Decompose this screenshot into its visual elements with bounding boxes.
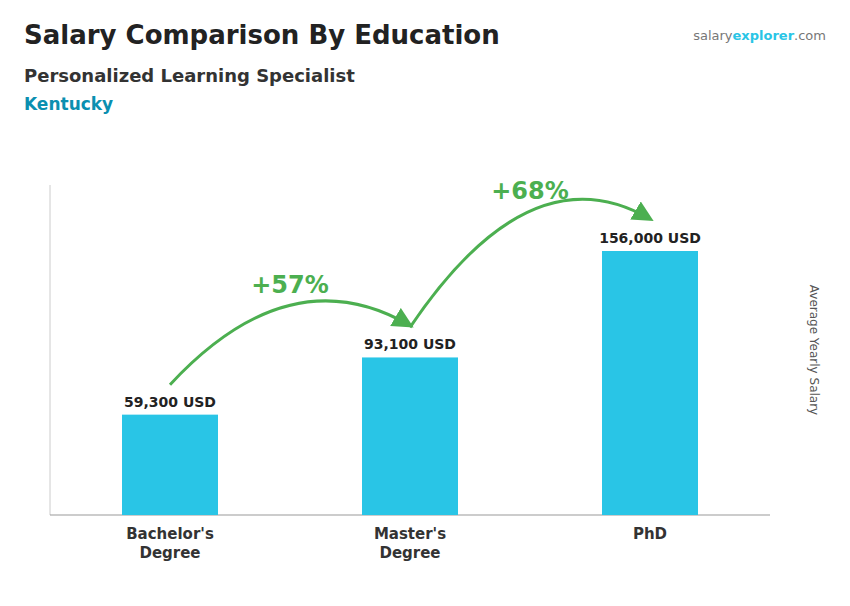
category-label: PhD xyxy=(633,525,667,543)
category-label: Bachelor'sDegree xyxy=(126,525,214,562)
category-line: Bachelor's xyxy=(126,525,214,543)
bar xyxy=(602,251,698,515)
source-part: .com xyxy=(794,28,826,43)
subtitle: Personalized Learning Specialist xyxy=(24,65,355,86)
change-arrow xyxy=(170,301,410,385)
category-label: Master'sDegree xyxy=(374,525,446,562)
location: Kentucky xyxy=(24,94,113,114)
category-line: Degree xyxy=(139,544,200,562)
change-label: +57% xyxy=(251,271,329,299)
category-line: Degree xyxy=(379,544,440,562)
source-part: salary xyxy=(693,28,733,43)
y-axis-line xyxy=(50,185,51,515)
data-label: 59,300 USD xyxy=(124,394,216,410)
bar xyxy=(362,357,458,515)
change-label: +68% xyxy=(491,177,569,205)
source-part: explorer xyxy=(733,28,795,43)
change-arrow xyxy=(410,199,650,327)
bar xyxy=(122,415,218,515)
source: salaryexplorer.com xyxy=(693,28,826,43)
y-axis-label: Average Yearly Salary xyxy=(807,285,821,415)
category-line: Master's xyxy=(374,525,446,543)
category-line: PhD xyxy=(633,525,667,543)
title: Salary Comparison By Education xyxy=(24,20,500,50)
bars xyxy=(122,251,698,515)
chart: Salary Comparison By Education salaryexpl… xyxy=(0,0,850,606)
data-label: 93,100 USD xyxy=(364,336,456,352)
data-label: 156,000 USD xyxy=(599,230,701,246)
